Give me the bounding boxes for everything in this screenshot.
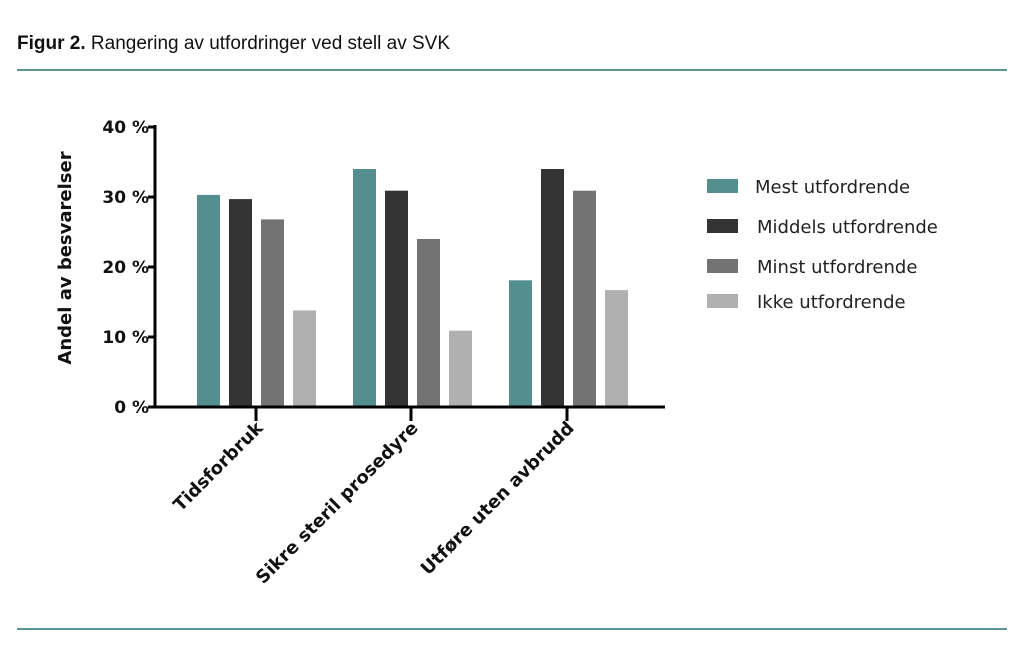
bar-1-0	[353, 169, 376, 407]
bar-1-1	[385, 190, 408, 407]
bar-1-3	[449, 330, 472, 407]
bar-0-1	[229, 199, 252, 407]
figure-label: Figur 2.	[17, 33, 86, 54]
bar-2-3	[605, 290, 628, 407]
y-tick-label: 0 %	[114, 398, 149, 418]
y-tick-label: 40 %	[102, 118, 149, 138]
bar-2-1	[541, 169, 564, 407]
top-rule	[17, 69, 1007, 71]
y-tick-label: 10 %	[102, 328, 149, 348]
legend-swatch	[707, 179, 738, 193]
bar-0-0	[197, 194, 220, 407]
x-tick-label: Utføre uten avbrudd	[417, 418, 579, 580]
figure-title-text: Rangering av utfordringer ved stell av S…	[90, 33, 450, 54]
bar-1-2	[417, 239, 440, 407]
x-tick-label: Sikre steril prosedyre	[252, 418, 423, 589]
figure-title: Figur 2. Rangering av utfordringer ved s…	[17, 33, 450, 55]
legend-swatch	[707, 219, 738, 233]
bar-2-2	[573, 190, 596, 407]
x-tick-label: Tidsforbruk	[169, 417, 268, 516]
legend-swatch	[707, 259, 738, 273]
y-axis-label: Andel av besvarelser	[55, 151, 76, 364]
legend-label: Mest utfordrende	[755, 177, 910, 198]
bottom-rule	[17, 628, 1007, 630]
bar-0-2	[261, 219, 284, 407]
legend-label: Middels utfordrende	[757, 217, 938, 238]
bar-2-0	[509, 280, 532, 407]
legend-label: Minst utfordrende	[757, 257, 917, 278]
bar-0-3	[293, 310, 316, 407]
y-tick-label: 20 %	[102, 258, 149, 278]
y-tick-label: 30 %	[102, 188, 149, 208]
legend-swatch	[707, 294, 738, 308]
legend-label: Ikke utfordrende	[757, 292, 906, 313]
